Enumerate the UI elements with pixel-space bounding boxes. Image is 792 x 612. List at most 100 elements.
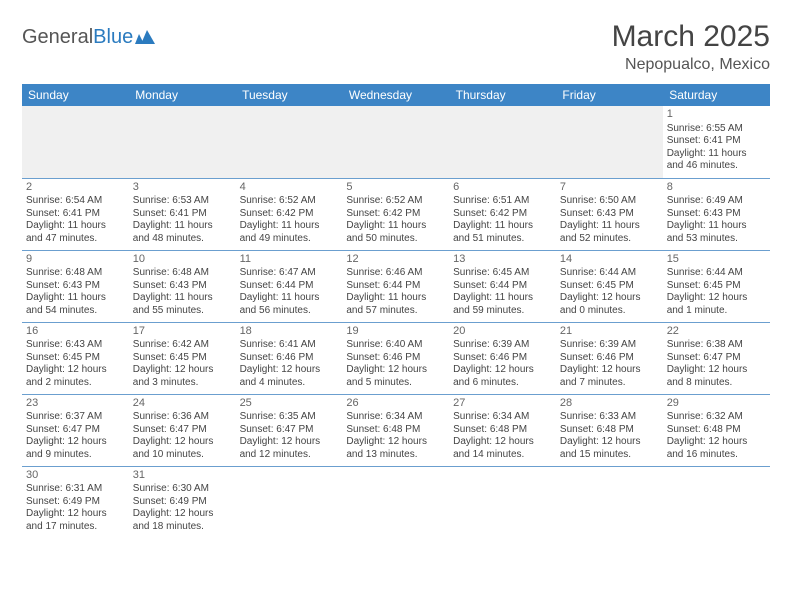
day-number: 6 xyxy=(453,181,552,195)
sunrise-text: Sunrise: 6:52 AM xyxy=(240,195,339,208)
calendar-cell: 21Sunrise: 6:39 AMSunset: 6:46 PMDayligh… xyxy=(556,322,663,394)
day-number: 26 xyxy=(346,397,445,411)
sunset-text: Sunset: 6:41 PM xyxy=(667,135,766,148)
calendar-cell xyxy=(22,106,129,178)
sunset-text: Sunset: 6:42 PM xyxy=(453,208,552,221)
day-number: 14 xyxy=(560,253,659,267)
calendar-cell: 29Sunrise: 6:32 AMSunset: 6:48 PMDayligh… xyxy=(663,394,770,466)
sunrise-text: Sunrise: 6:47 AM xyxy=(240,267,339,280)
sunrise-text: Sunrise: 6:53 AM xyxy=(133,195,232,208)
daylight-text: Daylight: 12 hours and 3 minutes. xyxy=(133,364,232,389)
sunset-text: Sunset: 6:42 PM xyxy=(346,208,445,221)
day-number: 13 xyxy=(453,253,552,267)
sunset-text: Sunset: 6:46 PM xyxy=(560,352,659,365)
day-number: 15 xyxy=(667,253,766,267)
daylight-text: Daylight: 12 hours and 7 minutes. xyxy=(560,364,659,389)
calendar-cell: 8Sunrise: 6:49 AMSunset: 6:43 PMDaylight… xyxy=(663,178,770,250)
day-number: 9 xyxy=(26,253,125,267)
day-number: 27 xyxy=(453,397,552,411)
sunset-text: Sunset: 6:46 PM xyxy=(453,352,552,365)
calendar-row: 23Sunrise: 6:37 AMSunset: 6:47 PMDayligh… xyxy=(22,394,770,466)
day-number: 5 xyxy=(346,181,445,195)
sunrise-text: Sunrise: 6:39 AM xyxy=(453,339,552,352)
daylight-text: Daylight: 12 hours and 1 minute. xyxy=(667,292,766,317)
daylight-text: Daylight: 12 hours and 15 minutes. xyxy=(560,436,659,461)
calendar-cell: 11Sunrise: 6:47 AMSunset: 6:44 PMDayligh… xyxy=(236,250,343,322)
sunset-text: Sunset: 6:43 PM xyxy=(560,208,659,221)
daylight-text: Daylight: 11 hours and 59 minutes. xyxy=(453,292,552,317)
sunset-text: Sunset: 6:48 PM xyxy=(453,424,552,437)
sunrise-text: Sunrise: 6:50 AM xyxy=(560,195,659,208)
calendar-cell: 24Sunrise: 6:36 AMSunset: 6:47 PMDayligh… xyxy=(129,394,236,466)
sunset-text: Sunset: 6:48 PM xyxy=(560,424,659,437)
calendar-cell xyxy=(342,106,449,178)
sunrise-text: Sunrise: 6:32 AM xyxy=(667,411,766,424)
day-header: Wednesday xyxy=(342,84,449,106)
calendar-cell: 26Sunrise: 6:34 AMSunset: 6:48 PMDayligh… xyxy=(342,394,449,466)
daylight-text: Daylight: 12 hours and 12 minutes. xyxy=(240,436,339,461)
day-header: Thursday xyxy=(449,84,556,106)
calendar-cell: 14Sunrise: 6:44 AMSunset: 6:45 PMDayligh… xyxy=(556,250,663,322)
sunrise-text: Sunrise: 6:36 AM xyxy=(133,411,232,424)
sunrise-text: Sunrise: 6:39 AM xyxy=(560,339,659,352)
day-number: 2 xyxy=(26,181,125,195)
sunrise-text: Sunrise: 6:44 AM xyxy=(667,267,766,280)
sunset-text: Sunset: 6:41 PM xyxy=(26,208,125,221)
sunrise-text: Sunrise: 6:42 AM xyxy=(133,339,232,352)
calendar-cell: 25Sunrise: 6:35 AMSunset: 6:47 PMDayligh… xyxy=(236,394,343,466)
calendar-row: 16Sunrise: 6:43 AMSunset: 6:45 PMDayligh… xyxy=(22,322,770,394)
logo-text-blue: Blue xyxy=(93,26,133,49)
daylight-text: Daylight: 11 hours and 55 minutes. xyxy=(133,292,232,317)
calendar-row: 9Sunrise: 6:48 AMSunset: 6:43 PMDaylight… xyxy=(22,250,770,322)
logo-flag-icon xyxy=(135,30,157,46)
sunrise-text: Sunrise: 6:34 AM xyxy=(453,411,552,424)
daylight-text: Daylight: 11 hours and 53 minutes. xyxy=(667,220,766,245)
daylight-text: Daylight: 12 hours and 13 minutes. xyxy=(346,436,445,461)
day-number: 8 xyxy=(667,181,766,195)
sunrise-text: Sunrise: 6:38 AM xyxy=(667,339,766,352)
calendar-cell: 13Sunrise: 6:45 AMSunset: 6:44 PMDayligh… xyxy=(449,250,556,322)
sunset-text: Sunset: 6:43 PM xyxy=(133,280,232,293)
sunrise-text: Sunrise: 6:46 AM xyxy=(346,267,445,280)
day-number: 29 xyxy=(667,397,766,411)
day-number: 18 xyxy=(240,325,339,339)
daylight-text: Daylight: 11 hours and 56 minutes. xyxy=(240,292,339,317)
day-number: 30 xyxy=(26,469,125,483)
sunset-text: Sunset: 6:46 PM xyxy=(346,352,445,365)
sunrise-text: Sunrise: 6:44 AM xyxy=(560,267,659,280)
calendar-cell: 20Sunrise: 6:39 AMSunset: 6:46 PMDayligh… xyxy=(449,322,556,394)
calendar-cell xyxy=(556,106,663,178)
day-number: 21 xyxy=(560,325,659,339)
daylight-text: Daylight: 11 hours and 47 minutes. xyxy=(26,220,125,245)
calendar-cell xyxy=(129,106,236,178)
daylight-text: Daylight: 11 hours and 50 minutes. xyxy=(346,220,445,245)
daylight-text: Daylight: 12 hours and 4 minutes. xyxy=(240,364,339,389)
calendar-cell xyxy=(449,106,556,178)
sunset-text: Sunset: 6:47 PM xyxy=(667,352,766,365)
day-number: 16 xyxy=(26,325,125,339)
calendar-table: SundayMondayTuesdayWednesdayThursdayFrid… xyxy=(22,84,770,538)
sunrise-text: Sunrise: 6:54 AM xyxy=(26,195,125,208)
day-header: Saturday xyxy=(663,84,770,106)
sunrise-text: Sunrise: 6:51 AM xyxy=(453,195,552,208)
calendar-cell: 10Sunrise: 6:48 AMSunset: 6:43 PMDayligh… xyxy=(129,250,236,322)
daylight-text: Daylight: 11 hours and 49 minutes. xyxy=(240,220,339,245)
sunrise-text: Sunrise: 6:48 AM xyxy=(26,267,125,280)
daylight-text: Daylight: 12 hours and 5 minutes. xyxy=(346,364,445,389)
calendar-cell: 15Sunrise: 6:44 AMSunset: 6:45 PMDayligh… xyxy=(663,250,770,322)
sunrise-text: Sunrise: 6:35 AM xyxy=(240,411,339,424)
day-header: Sunday xyxy=(22,84,129,106)
day-number: 22 xyxy=(667,325,766,339)
calendar-cell xyxy=(663,466,770,538)
day-number: 31 xyxy=(133,469,232,483)
day-header: Friday xyxy=(556,84,663,106)
sunrise-text: Sunrise: 6:45 AM xyxy=(453,267,552,280)
calendar-cell xyxy=(236,106,343,178)
logo-text-general: General xyxy=(22,26,93,49)
sunrise-text: Sunrise: 6:37 AM xyxy=(26,411,125,424)
daylight-text: Daylight: 11 hours and 57 minutes. xyxy=(346,292,445,317)
calendar-cell: 22Sunrise: 6:38 AMSunset: 6:47 PMDayligh… xyxy=(663,322,770,394)
day-number: 4 xyxy=(240,181,339,195)
daylight-text: Daylight: 12 hours and 16 minutes. xyxy=(667,436,766,461)
day-number: 24 xyxy=(133,397,232,411)
